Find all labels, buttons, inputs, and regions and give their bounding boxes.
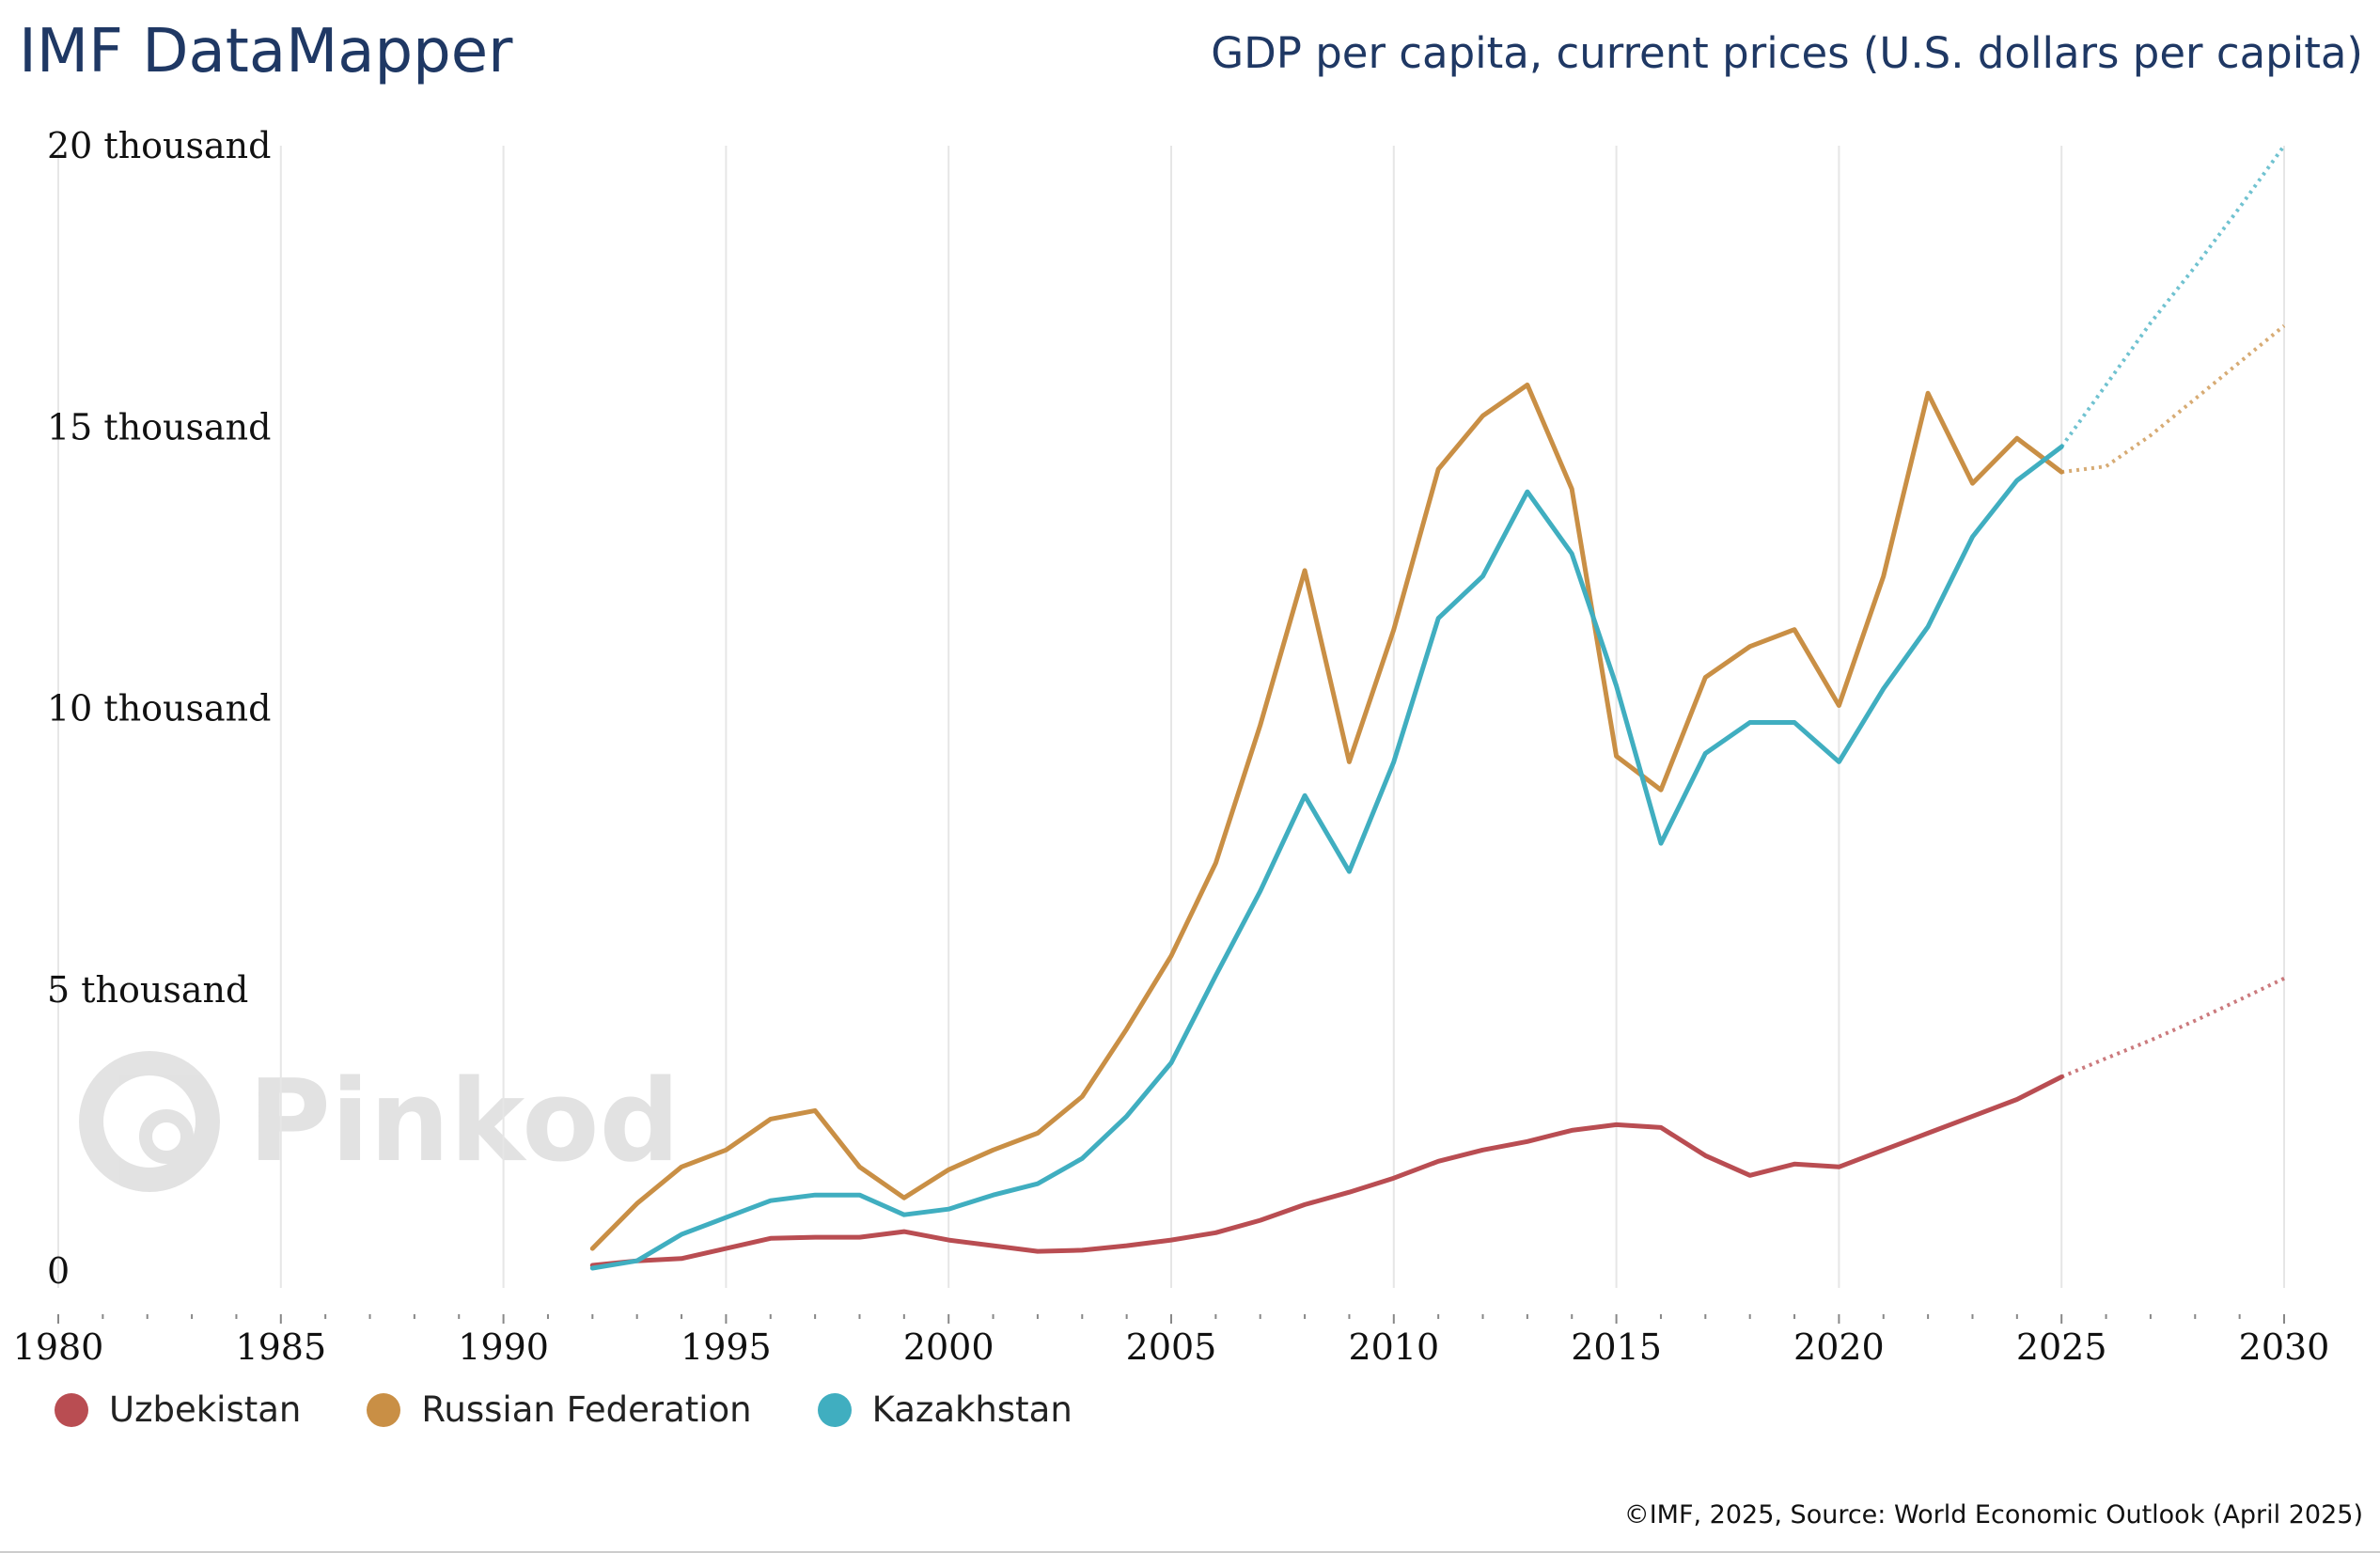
series-lines	[589, 144, 2286, 1271]
legend-item-uzbekistan[interactable]: Uzbekistan	[55, 1389, 301, 1430]
series-projection-uzbekistan[interactable]	[2060, 976, 2285, 1079]
brand-title: IMF DataMapper	[19, 17, 513, 86]
legend-item-kazakhstan[interactable]: Kazakhstan	[817, 1389, 1073, 1430]
y-tick-label-10000: 10 thousand	[47, 688, 271, 729]
legend: Uzbekistan Russian Federation Kazakhstan	[55, 1389, 1138, 1430]
watermark-text: Pinkod	[248, 1056, 681, 1187]
x-axis-ticks: 1980 1985 1990 1995 2000 2005 2010 2015 2020 2025…	[13, 1314, 2330, 1368]
watermark-logo: Pinkod	[79, 1051, 680, 1192]
legend-swatch-uzbekistan	[55, 1392, 88, 1427]
y-tick-label-5000: 5 thousand	[47, 969, 248, 1011]
y-tick-label-20000: 20 thousand	[47, 125, 271, 166]
x-tick-label-1980: 1980	[13, 1326, 104, 1368]
x-tick-label-2000: 2000	[903, 1326, 994, 1368]
x-tick-label-1985: 1985	[235, 1326, 326, 1368]
x-tick-label-2010: 2010	[1348, 1326, 1439, 1368]
legend-swatch-kazakhstan	[817, 1392, 852, 1427]
x-tick-label-2020: 2020	[1793, 1326, 1885, 1368]
y-axis-ticks: 0 5 thousand 10 thousand 15 thousand 20 thou…	[47, 125, 271, 1292]
y-tick-label-0: 0	[47, 1250, 70, 1292]
x-tick-label-1990: 1990	[458, 1326, 549, 1368]
legend-label-russian-federation: Russian Federation	[421, 1389, 752, 1430]
grid-lines	[57, 146, 2285, 1288]
x-tick-label-2015: 2015	[1571, 1326, 1662, 1368]
x-tick-label-2025: 2025	[2016, 1326, 2107, 1368]
series-line-kazakhstan[interactable]	[589, 444, 2064, 1271]
chart-title: GDP per capita, current prices (U.S. dol…	[1211, 28, 2363, 78]
series-projection-kazakhstan[interactable]	[2059, 144, 2286, 448]
source-note: ©IMF, 2025, Source: World Economic Outlo…	[1623, 1500, 2363, 1529]
legend-item-russian-federation[interactable]: Russian Federation	[367, 1389, 752, 1430]
legend-label-uzbekistan: Uzbekistan	[109, 1389, 302, 1430]
y-tick-label-15000: 15 thousand	[47, 406, 271, 447]
bottom-divider	[0, 1551, 2380, 1553]
x-tick-label-2005: 2005	[1126, 1326, 1217, 1368]
series-line-uzbekistan[interactable]	[589, 1075, 2064, 1268]
series-line-russian-federation[interactable]	[589, 382, 2064, 1251]
x-tick-label-2030: 2030	[2239, 1326, 2330, 1368]
series-projection-russian-federation[interactable]	[2060, 323, 2286, 475]
x-tick-label-1995: 1995	[681, 1326, 772, 1368]
legend-swatch-russian-federation	[367, 1392, 401, 1427]
legend-label-kazakhstan: Kazakhstan	[871, 1389, 1073, 1430]
